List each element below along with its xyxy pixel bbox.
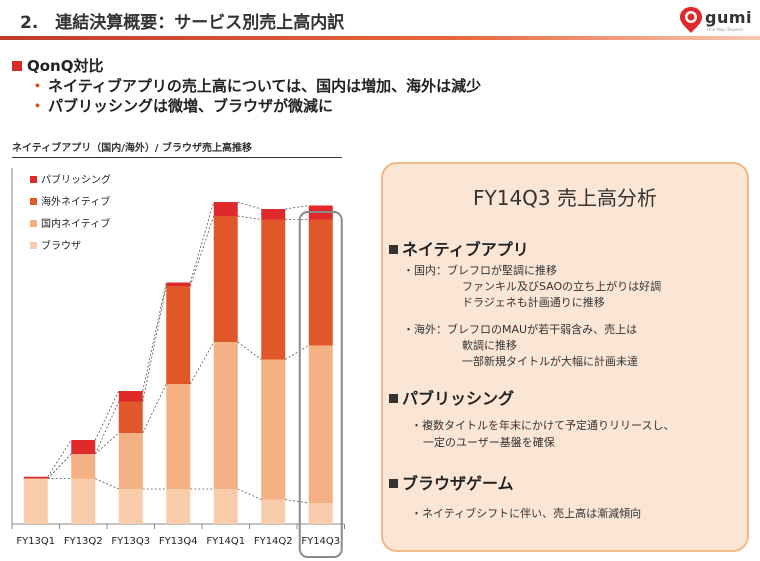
connector-line (94, 390, 120, 441)
bar-segment-0 (23, 478, 48, 524)
connector-line (237, 201, 262, 210)
legend-label: 国内ネイティブ (41, 217, 110, 230)
bar-segment-5 (261, 219, 286, 360)
panel-line: ・ネイティブシフトに伴い、売上高は漸減傾向 (411, 507, 642, 520)
section-heading-text: ネイティブアプリ (402, 240, 529, 259)
bullet-dot-icon: ・ (30, 97, 46, 115)
logo-wordmark: gumi (705, 8, 752, 27)
legend-label: パブリッシング (41, 173, 111, 186)
bar-segment-3 (166, 282, 191, 286)
panel-line: 一定のユーザー基盤を確保 (423, 436, 555, 449)
summary-heading: QonQ対比 (12, 56, 481, 76)
section-heading-publishing: パブリッシング (389, 385, 514, 409)
section-square-icon (389, 245, 398, 254)
panel-line: ・複数タイトルを年末にかけて予定通りリリースし、 (411, 419, 675, 432)
connector-line (189, 341, 215, 385)
summary-point-text: パブリッシングは微増、ブラウザが微減に (48, 97, 334, 115)
connector-line (95, 478, 119, 490)
revenue-stacked-bar-chart: FY13Q1 FY13Q2 FY13Q3 FY13Q4 FY14Q1 FY14Q2 FY14… (11, 168, 345, 558)
x-tick-label: FY14Q2 (254, 536, 293, 547)
connector-line (47, 439, 72, 477)
header: 2. 連結決算概要：サービス別売上高内訳 gumi One Map, Beyon… (0, 0, 760, 40)
legend-label: 海外ネイティブ (41, 195, 110, 208)
section-heading-native: ネイティブアプリ (389, 236, 529, 260)
bar-segment-6 (308, 219, 333, 346)
bar-segment-4 (213, 216, 238, 342)
x-tick-label: FY14Q1 (206, 536, 245, 547)
bar-segment-2 (118, 433, 143, 489)
connector-line (285, 205, 309, 210)
bar-segment-4 (213, 202, 238, 216)
summary-point: ・パブリッシングは微増、ブラウザが微減に (30, 96, 481, 116)
bar-segment-3 (166, 384, 191, 489)
connector-line (47, 453, 72, 479)
legend-label: ブラウザ (41, 239, 81, 252)
summary-point-text: ネイティブアプリの売上高については、国内は増加、海外は減少 (48, 77, 482, 95)
bar-segment-5 (261, 359, 286, 500)
header-divider (0, 36, 760, 40)
connector-line (94, 432, 120, 455)
connector-line (189, 201, 215, 283)
panel-title: FY14Q3 売上高分析 (473, 186, 657, 210)
summary-heading-text: QonQ対比 (27, 57, 104, 75)
section-heading-text: パブリッシング (402, 389, 515, 408)
legend-swatch (30, 242, 37, 249)
bar-segment-1 (71, 478, 96, 524)
panel-line: 一部新規タイトルが大幅に計画未達 (462, 355, 638, 368)
bar-segment-2 (118, 401, 143, 433)
x-tick-label: FY14Q3 (301, 536, 340, 547)
bar-segment-3 (166, 489, 191, 524)
connector-line (237, 488, 262, 500)
x-tick-label: FY13Q4 (159, 536, 198, 547)
bullet-square-icon (12, 61, 22, 71)
bullet-dot-icon: ・ (30, 77, 46, 95)
connector-line (237, 341, 262, 360)
logo-mark-icon (680, 7, 702, 33)
bar-segment-2 (118, 391, 143, 402)
x-tick-label: FY13Q3 (111, 536, 150, 547)
section-square-icon (389, 394, 398, 403)
connector-line (285, 499, 309, 504)
bar-segment-4 (213, 489, 238, 524)
bar-segment-2 (118, 489, 143, 524)
x-tick-label: FY13Q1 (16, 536, 55, 547)
legend-swatch (30, 176, 37, 183)
summary-point: ・ネイティブアプリの売上高については、国内は増加、海外は減少 (30, 76, 481, 96)
bar-segment-3 (166, 286, 191, 384)
section-square-icon (389, 479, 398, 488)
panel-line: 軟調に推移 (462, 339, 517, 352)
bar-segment-6 (308, 503, 333, 524)
chart-title: ネイティブアプリ（国内/海外）/ ブラウザ売上高推移 (12, 139, 342, 158)
analysis-panel: FY14Q3 売上高分析 ネイティブアプリ ・国内：ブレフロが堅調に推移 ファン… (381, 162, 749, 552)
connector-line (285, 345, 309, 360)
bar-segment-1 (71, 454, 96, 479)
gumi-logo: gumi One Map, Beyond. (679, 6, 759, 36)
legend-swatch (30, 198, 37, 205)
page-title: 2. 連結決算概要：サービス別売上高内訳 (20, 13, 345, 33)
bar-segment-0 (23, 476, 48, 479)
bar-segment-4 (213, 342, 238, 489)
section-heading-text: ブラウザゲーム (402, 474, 514, 493)
panel-line: ・国内：ブレフロが堅調に推移 (403, 264, 557, 277)
connector-line (142, 285, 167, 402)
highlight-box (298, 211, 343, 558)
bar-segment-6 (308, 345, 333, 503)
connector-line (142, 282, 167, 392)
bar-segment-5 (261, 499, 286, 524)
legend-swatch (30, 220, 37, 227)
bar-segment-1 (71, 440, 96, 454)
connector-line (189, 215, 215, 287)
connector-line (142, 383, 167, 434)
x-tick-label: FY13Q2 (64, 536, 103, 547)
connector-line (94, 401, 120, 455)
summary-bullets: QonQ対比 ・ネイティブアプリの売上高については、国内は増加、海外は減少 ・パ… (12, 56, 481, 116)
panel-line: ・海外：ブレフロのMAUが若干弱含み、売上は (403, 323, 638, 336)
panel-line: ドラジェネも計画通りに推移 (462, 296, 605, 309)
logo-tagline: One Map, Beyond. (707, 27, 744, 32)
section-heading-browser: ブラウザゲーム (389, 470, 514, 494)
panel-line: ファンキル及びSAOの立ち上がりは好調 (462, 280, 662, 293)
bar-segment-5 (261, 209, 286, 220)
connector-line (237, 215, 262, 220)
